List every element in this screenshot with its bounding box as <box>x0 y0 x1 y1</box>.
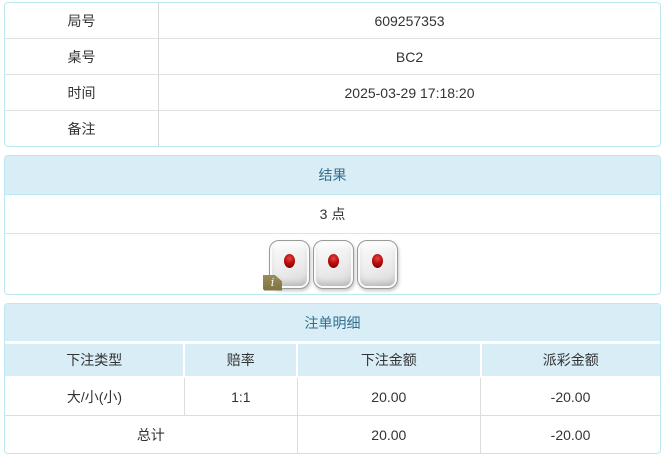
col-header-odds: 赔率 <box>183 341 299 378</box>
die-pip <box>284 254 295 269</box>
time-label: 时间 <box>5 75 159 110</box>
bet-row: 大/小(小) 1:1 20.00 -20.00 <box>5 376 660 416</box>
time-row: 时间 2025-03-29 17:18:20 <box>5 75 660 111</box>
result-panel-title: 结果 <box>5 156 660 195</box>
die-1: i <box>263 239 310 291</box>
dice-row: i <box>5 234 660 294</box>
total-row: 总计 20.00 -20.00 <box>5 415 660 453</box>
dice-group: i <box>263 239 398 291</box>
dice-info-badge[interactable]: i <box>263 274 282 291</box>
bet-amount-cell: 20.00 <box>296 376 482 416</box>
time-value: 2025-03-29 17:18:20 <box>344 84 475 101</box>
die-pip <box>328 254 339 269</box>
total-label-cell: 总计 <box>5 415 298 453</box>
table-id-value: BC2 <box>395 48 424 65</box>
bet-table-header-row: 下注类型 赔率 下注金额 派彩金额 <box>5 341 660 378</box>
col-header-bet-type: 下注类型 <box>5 341 186 378</box>
remark-value <box>159 111 660 146</box>
result-points: 3 点 <box>5 195 660 234</box>
table-id-label: 桌号 <box>5 39 159 74</box>
total-payout-cell: -20.00 <box>480 415 660 453</box>
table-id-row: 桌号 BC2 <box>5 39 660 75</box>
bet-payout-cell: -20.00 <box>480 376 660 416</box>
bet-details-title: 注单明细 <box>5 304 660 341</box>
total-bet-cell: 20.00 <box>296 415 482 453</box>
bet-odds-cell: 1:1 <box>183 376 298 416</box>
round-id-value: 609257353 <box>374 12 445 29</box>
die-3 <box>357 239 398 289</box>
round-id-row: 局号 609257353 <box>5 3 660 39</box>
col-header-payout-amount: 派彩金额 <box>479 341 660 378</box>
result-panel: 结果 3 点 i <box>4 155 661 295</box>
round-info-panel: 局号 609257353 桌号 BC2 时间 2025-03-29 17:18:… <box>4 2 661 147</box>
bet-details-panel: 注单明细 下注类型 赔率 下注金额 派彩金额 大/小(小) 1:1 20.00 … <box>4 303 661 454</box>
remark-row: 备注 <box>5 111 660 146</box>
die-pip <box>372 254 383 269</box>
die-2 <box>313 239 354 289</box>
bet-type-cell: 大/小(小) <box>5 376 185 416</box>
col-header-bet-amount: 下注金额 <box>296 341 482 378</box>
round-id-label: 局号 <box>5 3 159 38</box>
remark-label: 备注 <box>5 111 159 146</box>
bet-table: 下注类型 赔率 下注金额 派彩金额 大/小(小) 1:1 20.00 -20.0… <box>5 341 660 453</box>
